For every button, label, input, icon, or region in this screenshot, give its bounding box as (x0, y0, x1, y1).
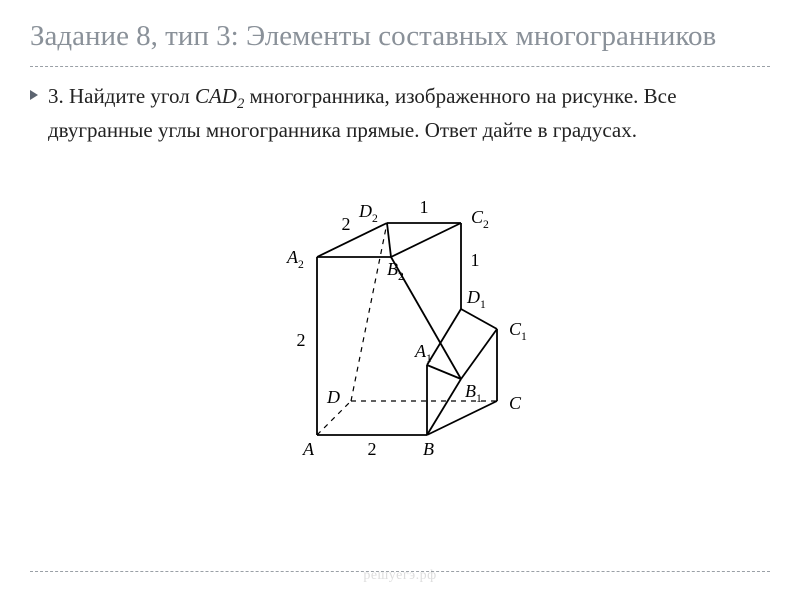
svg-text:D2: D2 (358, 201, 378, 225)
problem-number: 3. (48, 84, 64, 108)
svg-text:A: A (302, 439, 315, 459)
diagram-container: ABCDA1B1C1D1A2B2C2D222211 (30, 165, 770, 465)
svg-text:C: C (509, 393, 522, 413)
title-divider (30, 66, 770, 67)
polyhedron-diagram: ABCDA1B1C1D1A2B2C2D222211 (245, 165, 555, 465)
footer-divider (30, 571, 770, 572)
svg-text:D1: D1 (466, 287, 486, 311)
svg-text:2: 2 (297, 330, 306, 350)
problem-formula: CAD2 (195, 84, 244, 108)
svg-text:2: 2 (342, 214, 351, 234)
svg-text:B2: B2 (387, 259, 404, 283)
problem-bullet: 3. Найдите угол CAD2 многогранника, изоб… (30, 81, 770, 147)
svg-text:C2: C2 (471, 207, 489, 231)
svg-text:A2: A2 (286, 247, 304, 271)
svg-text:D: D (326, 387, 340, 407)
svg-text:2: 2 (368, 439, 377, 459)
svg-text:1: 1 (420, 197, 429, 217)
bullet-marker-icon (30, 90, 38, 100)
svg-text:B: B (423, 439, 434, 459)
problem-text: 3. Найдите угол CAD2 многогранника, изоб… (48, 81, 770, 147)
slide-title: Задание 8, тип 3: Элементы составных мно… (30, 18, 770, 54)
formula-main: CAD (195, 84, 237, 108)
svg-text:C1: C1 (509, 319, 527, 343)
svg-text:A1: A1 (414, 341, 432, 365)
svg-text:1: 1 (471, 250, 480, 270)
problem-before-formula: Найдите угол (69, 84, 195, 108)
